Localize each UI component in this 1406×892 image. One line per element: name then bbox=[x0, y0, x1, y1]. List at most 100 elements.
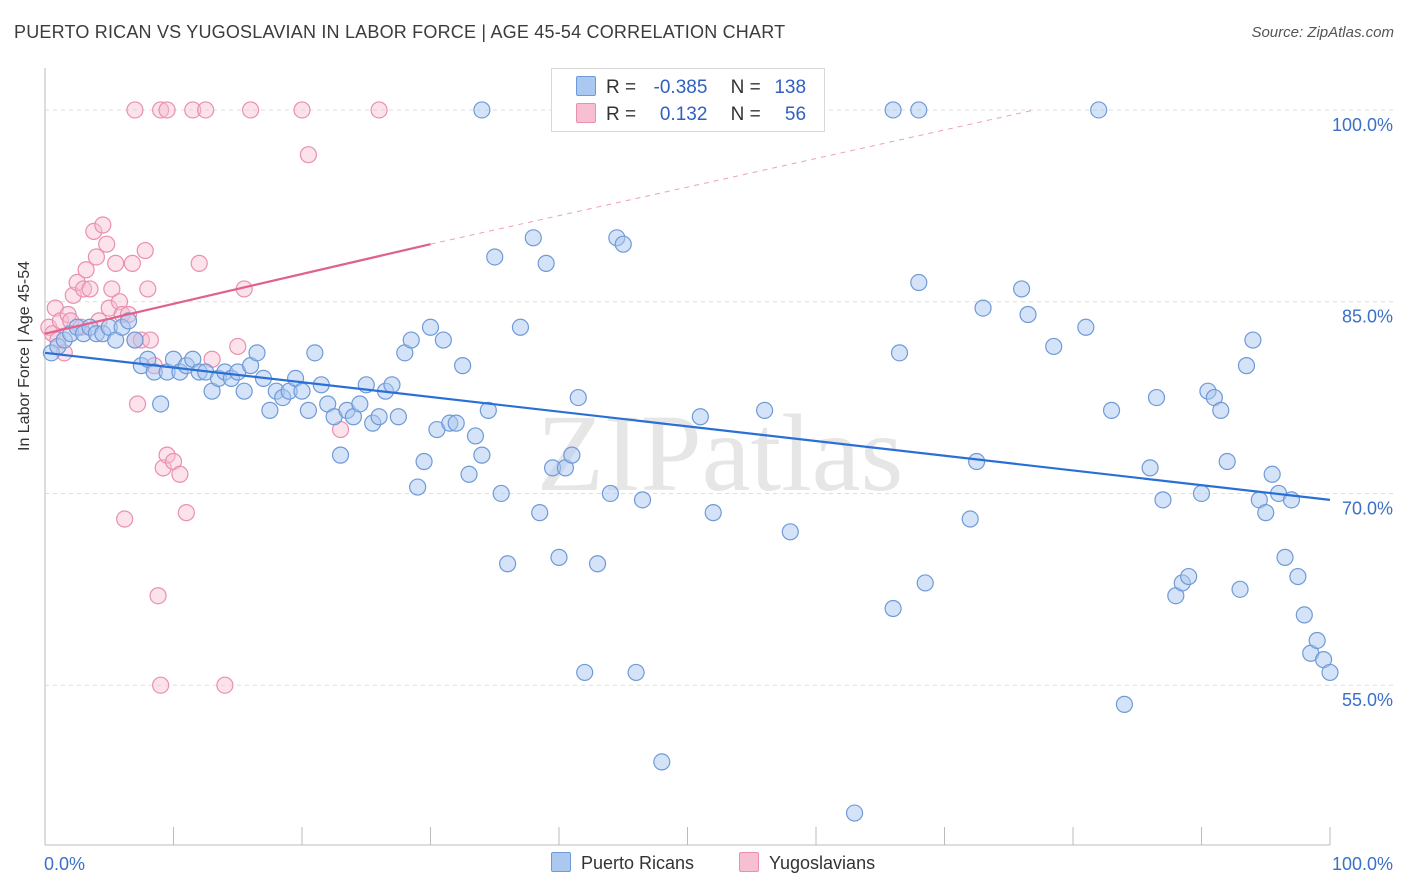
legend-row-puerto-ricans: R = -0.385 N = 138 bbox=[576, 76, 806, 99]
puerto-rican-point bbox=[910, 101, 928, 119]
yugoslavian-point bbox=[190, 254, 208, 272]
puerto-rican-point bbox=[884, 599, 902, 618]
yugoslavian-point bbox=[123, 254, 141, 272]
puerto-rican-point bbox=[511, 318, 530, 336]
yugoslavian-point bbox=[229, 337, 247, 356]
correlation-legend: R = -0.385 N = 138 R = 0.132 N = 56 bbox=[551, 68, 825, 132]
watermark: ZIPatlas bbox=[537, 392, 904, 514]
chart-title: PUERTO RICAN VS YUGOSLAVIAN IN LABOR FOR… bbox=[14, 22, 786, 42]
puerto-rican-point bbox=[968, 452, 986, 471]
yugoslavian-point bbox=[64, 286, 82, 304]
puerto-rican-point bbox=[389, 408, 407, 426]
yugoslavian-point bbox=[158, 101, 176, 119]
yugoslavian-point bbox=[74, 280, 93, 298]
puerto-rican-point bbox=[402, 331, 420, 349]
yugoslavian-point bbox=[103, 280, 121, 298]
puerto-rican-point bbox=[601, 484, 620, 503]
blue-swatch-icon bbox=[551, 852, 571, 872]
puerto-rican-point bbox=[126, 331, 144, 349]
puerto-rican-point bbox=[1012, 280, 1031, 298]
puerto-rican-point bbox=[884, 101, 902, 119]
puerto-rican-point bbox=[261, 401, 279, 419]
n-label: N = bbox=[730, 77, 761, 98]
n-value: 138 bbox=[774, 77, 807, 98]
puerto-rican-point bbox=[473, 101, 491, 119]
puerto-rican-point bbox=[1212, 401, 1230, 419]
puerto-rican-point bbox=[293, 382, 311, 400]
puerto-rican-point bbox=[974, 299, 992, 317]
puerto-rican-point bbox=[1257, 504, 1275, 522]
puerto-rican-point bbox=[845, 804, 864, 822]
puerto-rican-point bbox=[653, 753, 671, 771]
puerto-rican-point bbox=[961, 510, 979, 528]
yugoslavian-point bbox=[94, 216, 112, 234]
puerto-rican-point bbox=[370, 408, 388, 426]
axes bbox=[44, 68, 1331, 846]
puerto-rican-point bbox=[383, 376, 401, 394]
yugoslavian-point bbox=[171, 465, 189, 483]
puerto-rican-point bbox=[409, 478, 427, 496]
puerto-rican-point bbox=[415, 452, 433, 471]
trend-lines bbox=[44, 109, 1331, 501]
tick-labels: 55.0% 70.0% 85.0% 100.0% 0.0% 100.0% bbox=[44, 115, 1393, 874]
puerto-rican-point bbox=[447, 414, 465, 432]
puerto-rican-point bbox=[1045, 337, 1063, 356]
yugoslavians-trend-line bbox=[44, 243, 431, 335]
yugoslavian-point bbox=[293, 101, 311, 119]
puerto-rican-point bbox=[1180, 567, 1198, 586]
yugoslavian-point bbox=[299, 146, 318, 164]
puerto-rican-point bbox=[248, 344, 266, 362]
puerto-rican-point bbox=[421, 318, 440, 336]
yugoslavian-point bbox=[126, 101, 144, 119]
yugoslavian-point bbox=[152, 676, 170, 694]
yugoslavian-point bbox=[81, 280, 99, 298]
puerto-rican-point bbox=[755, 401, 774, 419]
r-label: R = bbox=[606, 77, 637, 98]
puerto-rican-point bbox=[1147, 388, 1166, 407]
legend-row-yugoslavians: R = 0.132 N = 56 bbox=[576, 103, 806, 126]
puerto-rican-point bbox=[633, 491, 652, 509]
y-tick-label: 100.0% bbox=[1332, 115, 1393, 135]
r-value: 0.132 bbox=[659, 104, 708, 125]
legend-label: Yugoslavians bbox=[769, 853, 876, 873]
puerto-rican-point bbox=[781, 523, 799, 541]
puerto-rican-point bbox=[1289, 567, 1307, 586]
puerto-rican-point bbox=[576, 663, 594, 682]
yugoslavian-point bbox=[177, 504, 195, 522]
yugoslavian-point bbox=[149, 587, 167, 605]
yugoslavian-point bbox=[85, 222, 103, 240]
puerto-rican-point bbox=[563, 446, 581, 464]
puerto-rican-point bbox=[1295, 606, 1313, 624]
puerto-rican-point bbox=[1192, 484, 1211, 503]
puerto-rican-point bbox=[1019, 305, 1037, 324]
yugoslavian-point bbox=[242, 101, 260, 119]
puerto-rican-point bbox=[331, 446, 350, 464]
yugoslavian-point bbox=[197, 101, 215, 119]
puerto-rican-point bbox=[1308, 631, 1326, 650]
n-value: 56 bbox=[784, 104, 807, 125]
yugoslavian-point bbox=[136, 241, 154, 260]
puerto-rican-point bbox=[235, 382, 253, 400]
puerto-rican-point bbox=[1102, 401, 1121, 419]
y-tick-label: 55.0% bbox=[1342, 690, 1393, 710]
puerto-rican-point bbox=[460, 465, 478, 483]
r-label: R = bbox=[606, 104, 637, 125]
puerto-rican-point bbox=[537, 254, 555, 272]
puerto-rican-point bbox=[890, 344, 909, 362]
puerto-rican-point bbox=[524, 229, 542, 247]
puerto-rican-point bbox=[119, 312, 138, 330]
puerto-rican-point bbox=[550, 548, 568, 566]
puerto-rican-point bbox=[704, 504, 722, 522]
yugoslavian-point bbox=[77, 261, 95, 279]
puerto-rican-point bbox=[486, 248, 504, 266]
puerto-rican-point bbox=[473, 446, 491, 464]
puerto-rican-point bbox=[1263, 465, 1281, 483]
puerto-rican-point bbox=[152, 395, 170, 413]
r-value: -0.385 bbox=[653, 77, 708, 98]
yugoslavian-point bbox=[139, 280, 157, 298]
yugoslavian-point bbox=[141, 331, 159, 349]
yugoslavian-point bbox=[110, 293, 129, 311]
blue-swatch-icon bbox=[576, 76, 596, 96]
yugoslavian-point bbox=[158, 446, 176, 464]
